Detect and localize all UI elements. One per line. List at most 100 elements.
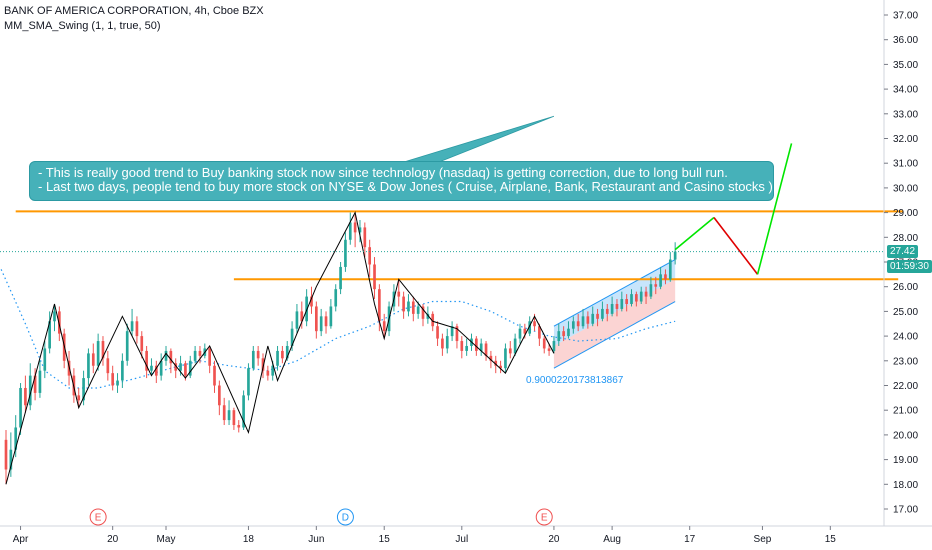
candle	[237, 420, 241, 433]
candle	[455, 323, 459, 349]
note-callout[interactable]: - This is really good trend to Buy banki…	[29, 161, 774, 201]
candle	[150, 358, 153, 376]
candle-body	[542, 338, 546, 349]
price-tick-label: 37.00	[893, 11, 918, 22]
candle	[654, 276, 658, 295]
candle	[518, 323, 522, 344]
candle	[33, 368, 37, 401]
candle	[586, 311, 590, 329]
candle	[368, 239, 372, 277]
candle-body	[426, 313, 430, 319]
candle	[218, 380, 221, 416]
price-tick-label: 30.00	[893, 183, 918, 194]
candle-body	[581, 316, 585, 327]
candle-body	[116, 380, 119, 386]
forecast-segment-2	[756, 143, 793, 275]
candle-body	[402, 296, 405, 312]
candle-body	[242, 395, 245, 428]
candle-body	[174, 363, 178, 371]
candle	[499, 360, 502, 374]
candle	[436, 321, 439, 346]
candle	[276, 345, 279, 371]
candle-body	[596, 313, 599, 319]
candle-body	[411, 301, 415, 314]
note-line-2: - Last two days, people tend to buy more…	[38, 179, 773, 194]
candle-body	[222, 405, 226, 421]
candle-body	[285, 345, 289, 359]
candle-body	[378, 289, 381, 322]
horizontal-levels[interactable]	[15, 210, 904, 281]
indicator-label[interactable]: MM_SMA_Swing (1, 1, true, 50)	[4, 20, 161, 32]
candle	[232, 407, 236, 430]
candle	[24, 375, 27, 413]
price-tick-label: 19.00	[893, 455, 918, 466]
candle	[542, 336, 546, 354]
candle-body	[348, 222, 352, 240]
regression-channel[interactable]	[553, 259, 676, 369]
candle-body	[48, 321, 51, 349]
low-value-label: 0.9000220173813867	[526, 375, 624, 386]
time-axis[interactable]: Apr 20 May 18 Jun 15 Jul 20 Aug 17 Sep 15	[0, 525, 932, 545]
price-axis[interactable]: 17.00 18.00 19.00 20.00 21.00 22.00 23.00 24.00…	[883, 0, 918, 526]
forecast-path[interactable]	[674, 143, 793, 275]
symbol-title[interactable]: BANK OF AMERICA CORPORATION, 4h, Cboe BZ…	[4, 5, 264, 17]
candle	[251, 345, 255, 371]
event-marker-1: D	[336, 508, 354, 526]
candle-body	[184, 363, 187, 376]
candle	[373, 257, 376, 300]
candle-body	[513, 338, 517, 354]
event-letter: E	[541, 513, 548, 524]
candle	[465, 338, 468, 356]
candle	[673, 242, 677, 265]
candle	[664, 269, 667, 285]
candle	[411, 296, 415, 322]
time-tick-label: 17	[684, 534, 696, 545]
candle	[208, 345, 211, 374]
candle-body	[489, 355, 493, 361]
price-tick-label: 24.00	[893, 332, 918, 343]
candle-body	[557, 331, 561, 342]
candle	[339, 262, 342, 295]
candle-body	[528, 321, 532, 334]
candle	[116, 373, 119, 393]
candle-body	[261, 358, 265, 371]
candle-body	[227, 410, 231, 421]
event-circle	[89, 508, 107, 526]
candle-body	[479, 343, 483, 351]
candle-body	[193, 350, 197, 361]
candle-body	[208, 348, 211, 366]
candle-body	[58, 311, 61, 334]
candle	[314, 301, 318, 339]
candle-body	[38, 370, 42, 393]
candle-body	[659, 274, 662, 287]
candle	[353, 215, 357, 248]
zigzag-line[interactable]	[5, 211, 555, 485]
candle-body	[77, 395, 81, 401]
candle-body	[145, 350, 148, 371]
zigzag-path	[5, 211, 555, 485]
candle-body	[290, 328, 294, 346]
candle	[169, 348, 173, 374]
price-tick-label: 18.00	[893, 480, 918, 491]
candle	[479, 338, 483, 356]
price-tick-label: 21.00	[893, 406, 918, 417]
candle-body	[465, 345, 468, 351]
candle	[416, 301, 420, 319]
price-tick-label: 26.00	[893, 282, 918, 293]
candle	[378, 284, 381, 332]
candle-body	[96, 341, 100, 366]
candle-body	[271, 365, 275, 376]
candle	[242, 390, 245, 430]
candle	[402, 291, 405, 319]
candle	[300, 301, 304, 329]
candle-body	[53, 311, 56, 322]
candle-body	[24, 387, 27, 406]
candle-body	[281, 350, 284, 359]
candle	[48, 311, 51, 354]
candle-body	[91, 353, 95, 366]
candle	[620, 291, 624, 312]
time-tick-label: Jun	[308, 534, 324, 545]
candle	[198, 345, 202, 364]
